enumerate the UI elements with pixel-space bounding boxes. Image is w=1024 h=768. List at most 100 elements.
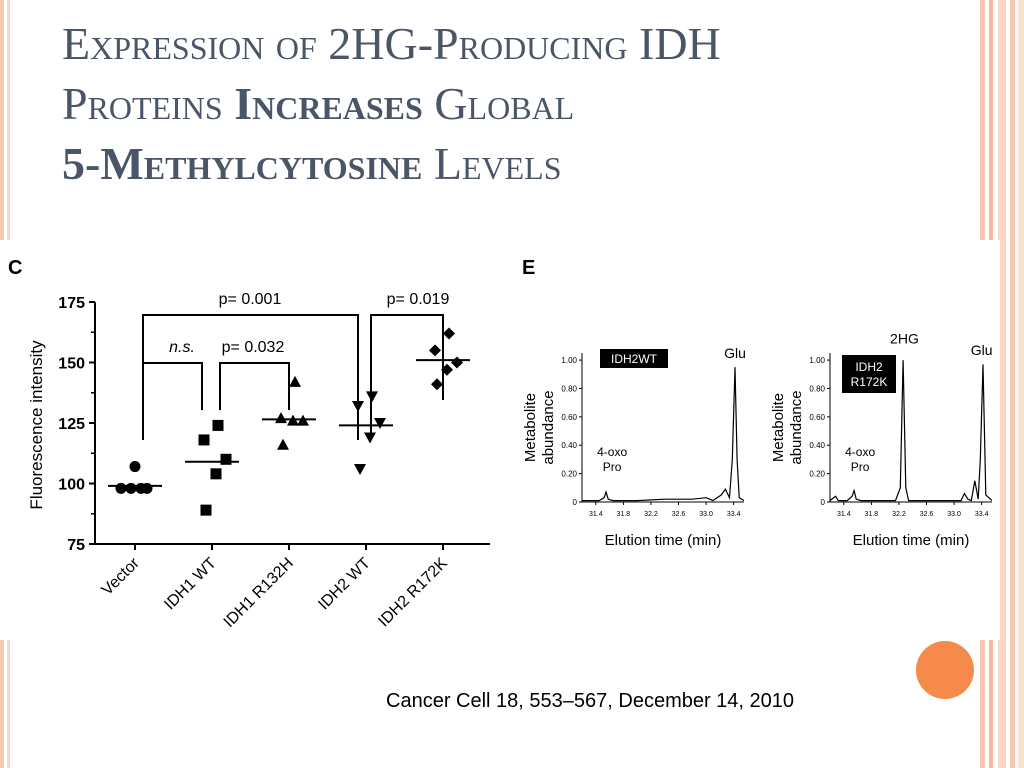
p-value-label: p= 0.019 bbox=[387, 291, 450, 308]
y-tick-label: 0 bbox=[821, 498, 826, 507]
legend: IDH2WT bbox=[600, 349, 668, 368]
title-line-2c: Global bbox=[422, 78, 575, 129]
data-point bbox=[451, 356, 463, 369]
y-tick-label: 100 bbox=[58, 477, 85, 494]
data-point bbox=[125, 482, 137, 494]
title-line-1: Expression of 2HG-Producing IDH bbox=[62, 18, 721, 69]
significance-bracket bbox=[142, 362, 203, 410]
peak-label: Pro bbox=[603, 460, 622, 474]
legend-box bbox=[842, 355, 896, 393]
y-axis-label: abundance bbox=[540, 390, 557, 464]
y-tick-label: 0.60 bbox=[809, 413, 825, 422]
title-line-2a: Proteins bbox=[62, 78, 235, 129]
data-points bbox=[108, 327, 470, 516]
x-tick-label: 33.0 bbox=[947, 511, 961, 518]
x-tick-label: Vector bbox=[99, 554, 144, 599]
data-point bbox=[374, 418, 386, 429]
panel-label-e: E bbox=[522, 257, 535, 279]
peak-label: 2HG bbox=[890, 331, 919, 347]
y-tick-label: 0.80 bbox=[561, 384, 577, 393]
x-axis-label: Elution time (min) bbox=[853, 532, 970, 549]
y-tick-label: 175 bbox=[58, 295, 85, 312]
data-point bbox=[352, 401, 364, 413]
y-tick-label: 0.40 bbox=[561, 441, 577, 450]
p-value-label: p= 0.032 bbox=[222, 339, 285, 356]
y-tick-label: 75 bbox=[67, 537, 85, 554]
title-line-2b: Increases bbox=[234, 78, 423, 129]
x-tick-label: 31.4 bbox=[837, 511, 851, 518]
slide-title: Expression of 2HG-Producing IDH Proteins… bbox=[62, 14, 972, 194]
y-tick-label: 0 bbox=[573, 498, 578, 507]
p-value-label: n.s. bbox=[169, 339, 195, 356]
figure-panel: C Fluorescence intensity 75 100 125 150 175 V… bbox=[0, 240, 1000, 640]
x-tick-label: 32.2 bbox=[644, 511, 658, 518]
y-tick-label: 0.80 bbox=[809, 384, 825, 393]
x-tick-label: 31.4 bbox=[589, 511, 603, 518]
x-tick-label: 32.6 bbox=[672, 511, 686, 518]
x-axis-label: Elution time (min) bbox=[605, 532, 722, 549]
peak-label: Glu bbox=[724, 345, 746, 361]
y-tick-label: 125 bbox=[58, 416, 85, 433]
data-point bbox=[220, 453, 232, 465]
chromatogram-plot: 0 0.20 0.40 0.60 0.80 1.00 31.4 31.8 32.2 32.6 33.… bbox=[522, 345, 746, 549]
x-tick-label: 31.8 bbox=[617, 511, 631, 518]
y-tick-label: 1.00 bbox=[561, 356, 577, 365]
data-point bbox=[212, 419, 224, 431]
chromatogram-chart-e: E 0 0.20 0.40 0.60 0.80 1.00 31.4 31.8 32.2 32.6 3… bbox=[522, 257, 992, 549]
x-tick-label: IDH2 WT bbox=[315, 555, 374, 614]
title-line-3a: 5-Methylcytosine bbox=[62, 138, 423, 189]
data-point bbox=[441, 363, 453, 376]
legend-label: IDH2WT bbox=[611, 352, 658, 366]
y-tick-label: 0.20 bbox=[809, 470, 825, 479]
x-tick-label: 33.4 bbox=[975, 511, 989, 518]
y-tick-label: 150 bbox=[58, 356, 85, 373]
y-axis-label: Metabolite bbox=[522, 393, 539, 462]
data-point bbox=[354, 463, 366, 475]
x-tick-label: 33.0 bbox=[699, 511, 713, 518]
x-tick-label: 33.4 bbox=[727, 511, 741, 518]
x-tick-label: 32.6 bbox=[920, 511, 934, 518]
x-tick-label: 32.2 bbox=[892, 511, 906, 518]
data-point bbox=[431, 378, 443, 391]
y-tick-label: 0.20 bbox=[561, 470, 577, 479]
data-point bbox=[210, 468, 222, 480]
y-tick-label: 0.40 bbox=[809, 441, 825, 450]
citation: Cancer Cell 18, 553–567, December 14, 20… bbox=[386, 690, 795, 712]
peak-label: Pro bbox=[851, 460, 870, 474]
panel-label-c: C bbox=[8, 257, 22, 279]
peak-label: 4-oxo bbox=[597, 445, 627, 459]
y-tick-label: 1.00 bbox=[809, 356, 825, 365]
y-axis-label: abundance bbox=[788, 390, 805, 464]
x-tick-label: IDH1 WT bbox=[161, 555, 220, 614]
significance-bracket bbox=[142, 314, 359, 440]
data-point bbox=[200, 504, 212, 516]
data-point bbox=[364, 432, 376, 444]
chromatogram-trace bbox=[829, 360, 992, 502]
decorative-circle bbox=[916, 641, 974, 699]
data-point bbox=[277, 438, 289, 450]
y-tick-label: 0.60 bbox=[561, 413, 577, 422]
data-point bbox=[429, 344, 441, 357]
legend-label: IDH2 bbox=[855, 360, 883, 374]
decorative-stripe bbox=[1018, 0, 1024, 768]
data-point bbox=[141, 482, 153, 494]
decorative-stripe bbox=[1010, 0, 1015, 768]
data-point bbox=[443, 327, 455, 340]
data-point bbox=[275, 412, 287, 424]
chromatogram-plot: 0 0.20 0.40 0.60 0.80 1.00 31.4 31.8 32.2 32.6 33.… bbox=[770, 331, 992, 549]
y-axis-label: Fluorescence intensity bbox=[27, 340, 46, 510]
title-line-3b: Levels bbox=[422, 138, 562, 189]
x-tick-label: IDH2 R172K bbox=[375, 555, 451, 631]
significance-brackets: p= 0.001 p= 0.019 n.s. p= 0.032 bbox=[142, 291, 450, 440]
chromatogram-trace bbox=[582, 367, 745, 502]
data-point bbox=[129, 461, 141, 473]
data-point bbox=[366, 391, 378, 403]
y-axis-label: Metabolite bbox=[770, 393, 787, 462]
x-tick-label: 31.8 bbox=[865, 511, 879, 518]
data-point bbox=[289, 375, 301, 387]
data-point bbox=[198, 434, 210, 446]
legend-label: R172K bbox=[851, 375, 888, 389]
legend-box bbox=[600, 349, 668, 368]
scatter-chart-c: C Fluorescence intensity 75 100 125 150 175 V… bbox=[8, 257, 490, 631]
